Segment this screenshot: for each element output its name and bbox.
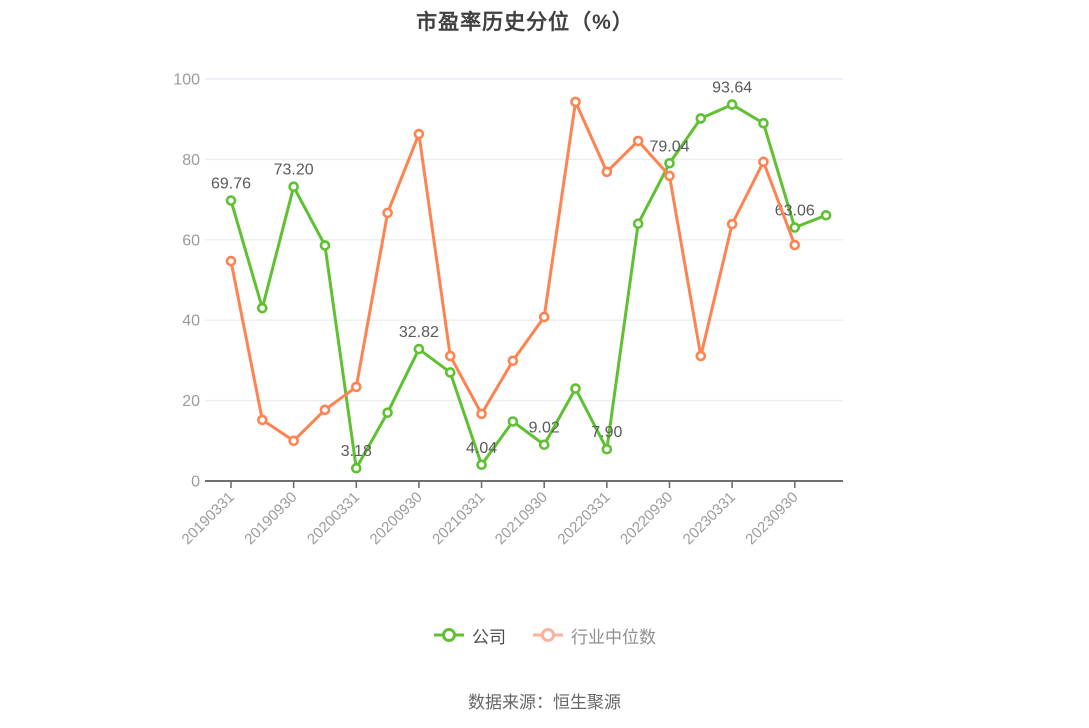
x-axis-tick-label: 20210331 — [429, 489, 488, 548]
data-point — [257, 302, 268, 314]
data-point — [319, 240, 331, 251]
data-point — [225, 255, 237, 267]
data-point — [225, 195, 237, 206]
data-point — [476, 459, 487, 471]
x-axis-tick-label: 20230930 — [742, 489, 801, 548]
data-label: 9.02 — [529, 420, 560, 437]
data-label: 7.90 — [591, 424, 622, 441]
data-source-caption: 数据来源：恒生聚源 — [468, 693, 621, 712]
x-axis-tick-label: 20190930 — [241, 489, 300, 548]
data-point — [632, 218, 644, 230]
chart-legend: 公司 行业中位数 — [0, 622, 1089, 648]
data-point — [476, 408, 487, 420]
data-point — [758, 156, 769, 168]
series-line-company — [229, 103, 828, 470]
x-axis-tick-label: 20200331 — [304, 489, 363, 548]
data-point — [664, 170, 675, 182]
data-point — [570, 383, 581, 394]
data-point — [538, 311, 550, 323]
data-point — [413, 128, 425, 140]
y-axis-tick-label: 0 — [191, 474, 200, 491]
y-axis-tick-label: 80 — [182, 152, 200, 169]
data-point — [288, 435, 299, 447]
data-point — [758, 117, 769, 129]
x-axis-tick-label: 20230331 — [680, 489, 739, 548]
data-point — [319, 404, 331, 416]
data-point — [570, 96, 581, 108]
data-point — [820, 209, 832, 221]
data-point — [288, 181, 299, 193]
legend-line-circle-icon — [533, 628, 563, 642]
data-label: 79.04 — [649, 138, 689, 155]
legend-label-industry-median: 行业中位数 — [571, 627, 656, 647]
data-point — [413, 343, 425, 355]
data-point — [382, 407, 393, 418]
y-axis-tick-label: 20 — [182, 393, 200, 410]
data-label: 3.18 — [341, 443, 372, 460]
data-point — [726, 99, 738, 110]
data-point — [507, 416, 519, 427]
data-point — [726, 218, 738, 230]
data-point — [507, 355, 519, 367]
y-axis-tick-label: 60 — [182, 232, 200, 249]
data-point — [350, 462, 362, 474]
data-point — [695, 113, 707, 124]
x-axis-tick-label: 20190331 — [179, 489, 238, 548]
data-point — [444, 367, 456, 378]
y-axis-tick-label: 40 — [182, 313, 200, 330]
data-point — [664, 157, 675, 169]
data-point — [789, 222, 801, 233]
data-point — [789, 239, 801, 251]
series-line-industry-median — [229, 100, 797, 443]
data-point — [538, 439, 550, 451]
data-point — [444, 350, 456, 362]
x-axis-tick-label: 20200930 — [367, 489, 426, 548]
data-point — [601, 166, 613, 178]
data-point — [695, 350, 707, 362]
data-label: 69.76 — [211, 176, 251, 193]
data-label: 73.20 — [274, 162, 314, 179]
data-point — [350, 381, 362, 393]
legend-item-industry-median[interactable]: 行业中位数 — [532, 623, 656, 648]
page-title: 市盈率历史分位（%） — [416, 11, 634, 34]
y-axis-tick-label: 100 — [173, 72, 200, 89]
data-point — [632, 135, 644, 147]
data-label: 93.64 — [712, 80, 752, 97]
data-label: 32.82 — [399, 324, 439, 341]
legend-item-company[interactable]: 公司 — [433, 623, 506, 648]
x-axis-tick-label: 20210930 — [492, 489, 551, 548]
data-point — [257, 414, 268, 426]
x-axis-tick-label: 20220930 — [617, 489, 676, 548]
legend-line-circle-icon — [434, 628, 464, 642]
data-label: 4.04 — [466, 440, 497, 457]
legend-label-company: 公司 — [472, 627, 506, 647]
x-axis-tick-label: 20220331 — [554, 489, 613, 548]
data-point — [382, 207, 393, 219]
data-point — [601, 443, 613, 455]
